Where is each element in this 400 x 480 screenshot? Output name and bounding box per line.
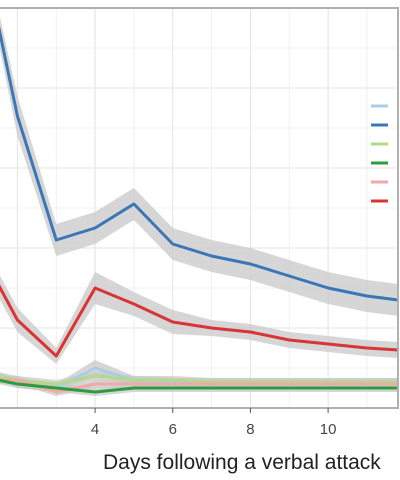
x-tick-label: 8	[246, 421, 254, 438]
x-tick-labels: 4 6 8 10	[91, 408, 337, 438]
series-line-4	[0, 374, 398, 386]
x-tick-label: 6	[169, 421, 177, 438]
confidence-band-1	[0, 17, 398, 316]
x-tick-label: 10	[320, 421, 337, 438]
series-line-1	[0, 26, 399, 302]
series-line-5	[0, 378, 398, 394]
series-line-6	[0, 378, 398, 394]
legend	[371, 104, 388, 203]
confidence-bands	[0, 17, 398, 396]
series-line-2	[0, 284, 399, 358]
plot-panel-border	[0, 7, 399, 409]
x-tick-label: 4	[91, 421, 99, 438]
series-lines	[0, 26, 399, 394]
x-axis-title: Days following a verbal attack	[103, 451, 381, 474]
